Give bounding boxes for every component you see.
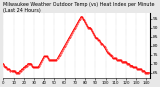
Text: Milwaukee Weather Outdoor Temp (vs) Heat Index per Minute (Last 24 Hours): Milwaukee Weather Outdoor Temp (vs) Heat… <box>3 2 155 13</box>
